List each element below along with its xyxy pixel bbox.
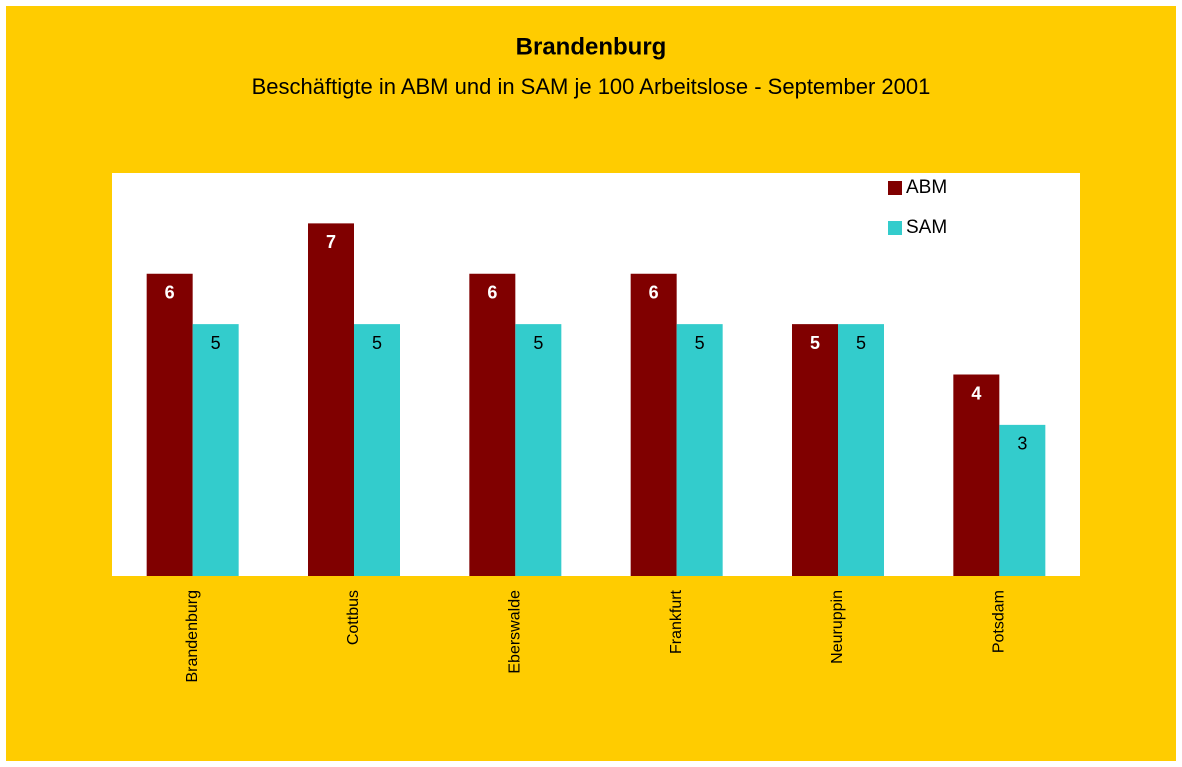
data-label: 5 bbox=[810, 333, 820, 353]
x-tick-label: Potsdam bbox=[991, 590, 1008, 653]
data-label: 5 bbox=[372, 333, 382, 353]
data-label: 6 bbox=[649, 283, 659, 303]
legend-label: ABM bbox=[906, 177, 947, 198]
data-label: 5 bbox=[856, 333, 866, 353]
x-tick-label: Brandenburg bbox=[184, 590, 201, 683]
x-tick-label: Eberswalde bbox=[507, 590, 524, 674]
data-label: 5 bbox=[695, 333, 705, 353]
bar bbox=[308, 223, 354, 576]
bar bbox=[630, 273, 677, 576]
bar bbox=[146, 273, 193, 576]
chart-title: Brandenburg bbox=[516, 33, 667, 60]
plot-area bbox=[112, 173, 1080, 576]
data-label: 5 bbox=[211, 333, 221, 353]
data-label: 6 bbox=[487, 283, 497, 303]
data-label: 3 bbox=[1017, 434, 1027, 454]
x-tick-label: Cottbus bbox=[345, 590, 362, 645]
bar bbox=[354, 324, 400, 576]
bar bbox=[469, 273, 516, 576]
legend-label: SAM bbox=[906, 217, 947, 238]
bar bbox=[192, 324, 239, 576]
data-label: 6 bbox=[165, 283, 175, 303]
x-tick-label: Frankfurt bbox=[668, 589, 685, 654]
legend-swatch bbox=[888, 181, 902, 195]
bar bbox=[792, 324, 838, 576]
bar bbox=[676, 324, 723, 576]
bar bbox=[838, 324, 884, 576]
x-tick-label: Neuruppin bbox=[829, 590, 846, 664]
bar bbox=[515, 324, 562, 576]
data-label: 7 bbox=[326, 232, 336, 252]
bar bbox=[953, 374, 1000, 576]
bar bbox=[999, 424, 1046, 576]
chart-subtitle: Beschäftigte in ABM und in SAM je 100 Ar… bbox=[252, 74, 931, 99]
legend-swatch bbox=[888, 221, 902, 235]
data-label: 5 bbox=[533, 333, 543, 353]
data-label: 4 bbox=[971, 383, 981, 403]
